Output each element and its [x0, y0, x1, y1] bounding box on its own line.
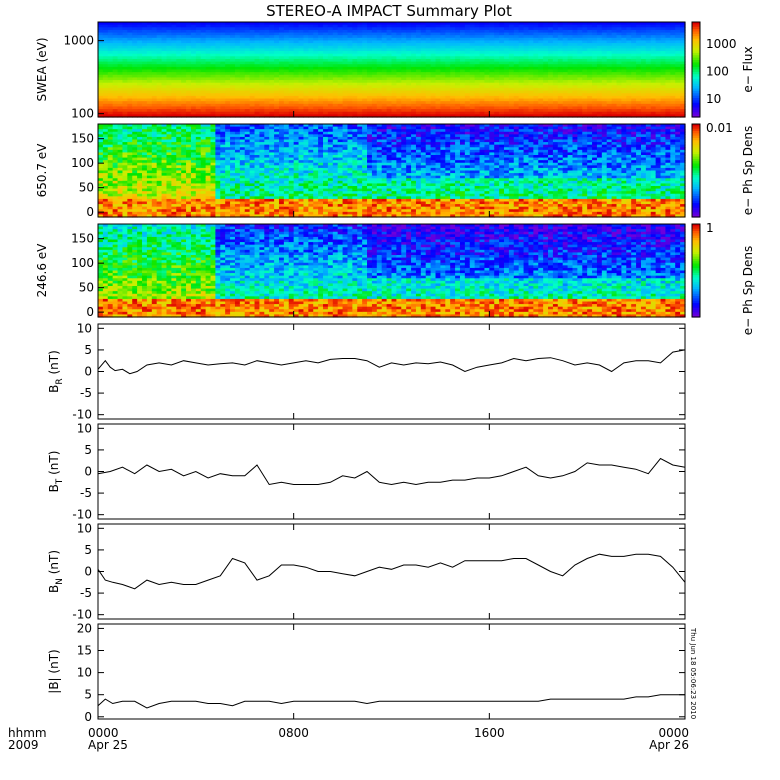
figure-title: STEREO-A IMPACT Summary Plot	[266, 2, 512, 20]
colorbar: 1000 100 10 e− Flux	[692, 22, 755, 118]
spectrogram-panels: 1000 100 SWEA (eV) 1000 100 10 e− Flux 15010050…	[35, 22, 755, 335]
colorbar-label: e− Flux	[741, 46, 755, 92]
spectrogram-panel-1: 1000 100 SWEA (eV) 1000 100 10 e− Flux	[35, 22, 755, 121]
y-tick-label: 100	[71, 107, 94, 121]
colorbar-tick-label: 1000	[706, 37, 737, 51]
spectrogram-image	[98, 124, 686, 218]
colorbar-tick-label: 100	[706, 65, 729, 79]
y-axis-label: SWEA (eV)	[35, 37, 49, 101]
spectrogram-image	[98, 22, 686, 118]
colorbar-tick-label: 10	[706, 92, 721, 106]
y-tick-label: 1000	[63, 34, 94, 48]
